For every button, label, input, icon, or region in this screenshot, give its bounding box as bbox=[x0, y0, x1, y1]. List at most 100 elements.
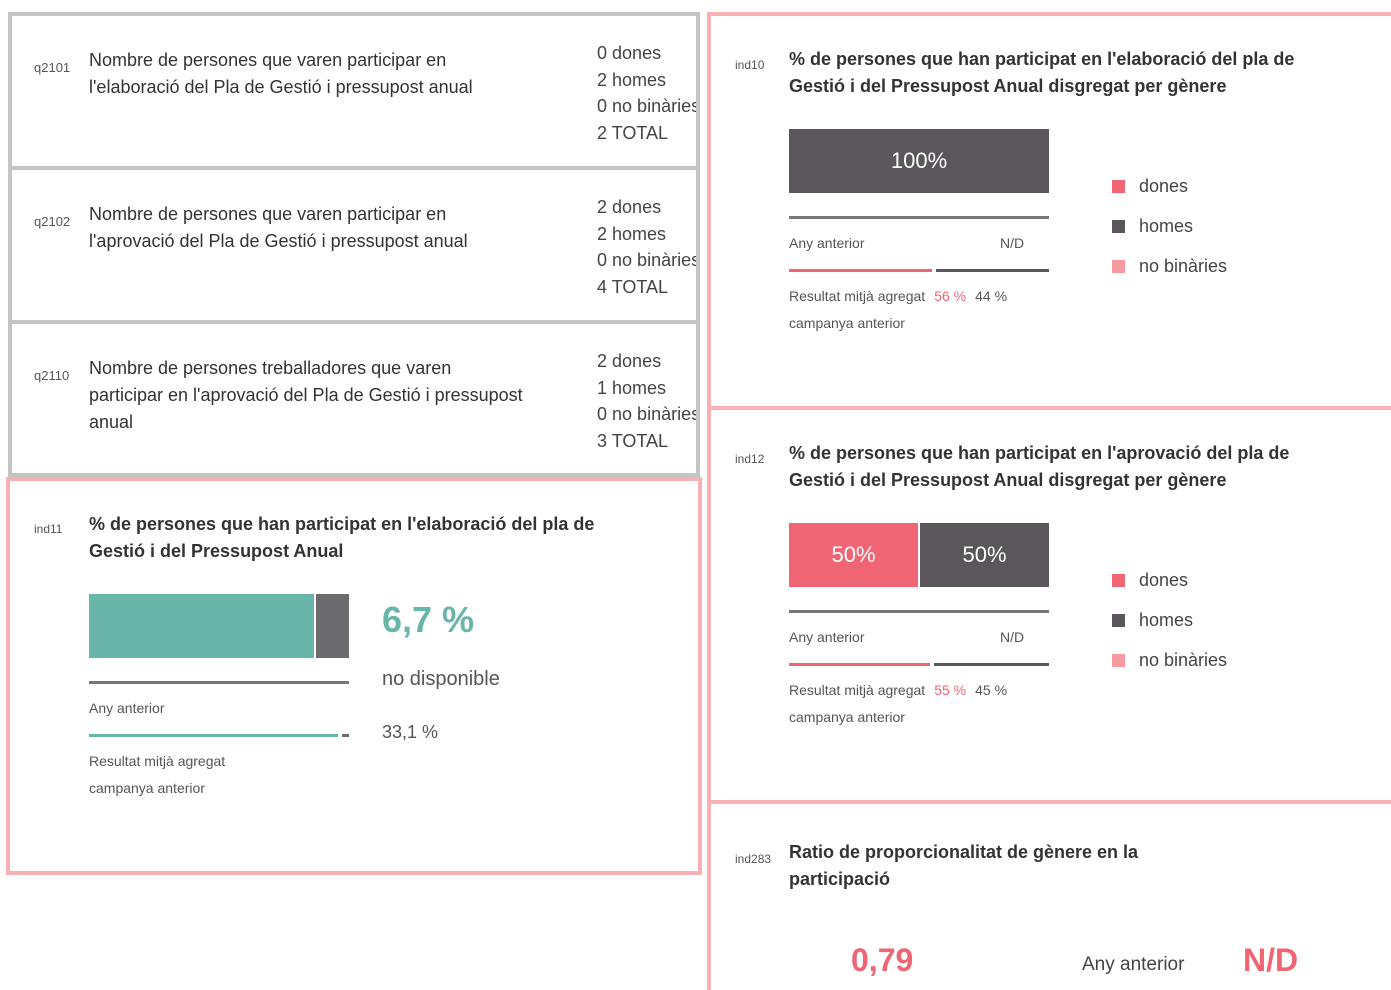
legend-swatch bbox=[1112, 614, 1125, 627]
legend-item: homes bbox=[1112, 216, 1193, 237]
ind11-panel: ind11 % de persones que han participat e… bbox=[6, 477, 702, 875]
count-value: 3 bbox=[597, 430, 608, 451]
legend-label: dones bbox=[1139, 570, 1189, 590]
count-value: 2 bbox=[597, 122, 608, 143]
count-label: TOTAL bbox=[611, 122, 669, 143]
code: ind12 bbox=[735, 452, 765, 466]
label: campanya anterior bbox=[89, 780, 205, 796]
average-segment bbox=[933, 663, 1049, 666]
legend-swatch bbox=[1112, 180, 1125, 193]
count-value: 0 bbox=[597, 96, 608, 117]
count-label: homes bbox=[612, 69, 667, 90]
count-label: no binàries bbox=[612, 404, 700, 425]
average-segment bbox=[789, 663, 930, 666]
average-line bbox=[789, 663, 1049, 666]
average-rest bbox=[341, 734, 349, 737]
code: ind11 bbox=[34, 522, 63, 536]
label: Resultat mitjà agregat bbox=[89, 753, 226, 769]
count-value: 4 bbox=[597, 276, 608, 297]
previous-value: N/D bbox=[1243, 942, 1299, 978]
code: q2102 bbox=[34, 214, 71, 229]
legend-swatch bbox=[1112, 220, 1125, 233]
count-label: no binàries bbox=[612, 96, 700, 117]
legend-label: homes bbox=[1139, 610, 1194, 630]
legend-swatch bbox=[1112, 654, 1125, 667]
label: campanya anterior bbox=[789, 315, 905, 331]
code: q2101 bbox=[34, 60, 71, 75]
previous-value: N/D bbox=[1000, 235, 1025, 251]
legend-item: no binàries bbox=[1112, 256, 1227, 277]
average-segment bbox=[789, 269, 933, 272]
question-panel: q2101 Nombre de persones que varen partic… bbox=[8, 12, 700, 170]
title: % de persones que han participat en l'el… bbox=[89, 514, 595, 561]
value: 0,79 bbox=[851, 942, 914, 978]
title: Ratio de proporcionalitat de gènere en l… bbox=[789, 842, 1139, 889]
average-value: 56 % bbox=[934, 288, 967, 304]
previous-line bbox=[89, 681, 349, 684]
count: 2 TOTAL bbox=[597, 123, 668, 144]
count: 2 homes bbox=[597, 70, 666, 91]
count: 1 homes bbox=[597, 378, 666, 399]
legend-item: homes bbox=[1112, 610, 1193, 631]
legend-swatch bbox=[1112, 260, 1125, 273]
count-value: 1 bbox=[597, 377, 608, 398]
legend-item: dones bbox=[1112, 176, 1188, 197]
average-row: Resultat mitjà agregat 55 % 45 % bbox=[789, 682, 1007, 698]
bar-segment: 100% bbox=[789, 129, 1049, 193]
count-label: homes bbox=[612, 223, 667, 244]
bar-rest bbox=[315, 594, 349, 658]
count-label: dones bbox=[612, 43, 662, 63]
count-label: homes bbox=[612, 377, 667, 398]
legend-item: no binàries bbox=[1112, 650, 1227, 671]
count: 2 dones bbox=[597, 197, 661, 218]
average-line bbox=[89, 734, 349, 737]
count-value: 2 bbox=[597, 69, 608, 90]
label: Any anterior bbox=[789, 235, 865, 251]
status: no disponible bbox=[382, 668, 500, 690]
ind283-panel: ind283 Ratio de proporcionalitat de gène… bbox=[707, 800, 1391, 990]
previous-line bbox=[789, 216, 1049, 219]
average-segment bbox=[89, 734, 338, 737]
count-value: 2 bbox=[597, 197, 608, 217]
value: 6,7 % bbox=[382, 599, 475, 640]
label: Resultat mitjà agregat bbox=[789, 288, 926, 304]
question-panel: q2110 Nombre de persones treballadores qu… bbox=[8, 320, 700, 477]
code: ind283 bbox=[735, 852, 772, 866]
legend-label: homes bbox=[1139, 216, 1194, 236]
label: Any anterior bbox=[1082, 954, 1185, 975]
count-label: no binàries bbox=[612, 250, 700, 271]
average-value: 44 % bbox=[975, 288, 1008, 304]
count-label: TOTAL bbox=[611, 430, 669, 451]
question-panel: q2102 Nombre de persones que varen partic… bbox=[8, 166, 700, 324]
legend-label: no binàries bbox=[1139, 256, 1228, 276]
bar-segment bbox=[89, 594, 314, 658]
count: 0 no binàries bbox=[597, 96, 700, 117]
code: ind10 bbox=[735, 58, 765, 72]
ind10-panel: ind10 % de persones que han participat en… bbox=[707, 12, 1391, 409]
legend-swatch bbox=[1112, 574, 1125, 587]
average-value: 55 % bbox=[934, 682, 967, 698]
count-value: 0 bbox=[597, 250, 608, 271]
bar: 100% bbox=[789, 129, 1049, 193]
previous-line bbox=[789, 610, 1049, 613]
count: 0 no binàries bbox=[597, 250, 700, 271]
title: % de persones que han participat en l'el… bbox=[789, 49, 1295, 96]
label: Any anterior bbox=[89, 700, 165, 716]
count: 2 dones bbox=[597, 351, 661, 372]
bar: 50% 50% bbox=[789, 523, 1049, 587]
average-row: Resultat mitjà agregat 56 % 44 % bbox=[789, 288, 1007, 304]
count-value: 2 bbox=[597, 351, 608, 371]
code: q2110 bbox=[34, 368, 70, 383]
label: Resultat mitjà agregat bbox=[789, 682, 926, 698]
question: Nombre de persones que varen participar … bbox=[89, 204, 468, 251]
count: 3 TOTAL bbox=[597, 431, 668, 452]
count: 0 dones bbox=[597, 43, 661, 64]
question: Nombre de persones que varen participar … bbox=[89, 50, 473, 97]
average-value: 33,1 % bbox=[382, 722, 439, 742]
bar-segment: 50% bbox=[789, 523, 918, 587]
average-line bbox=[789, 269, 1049, 272]
legend-label: no binàries bbox=[1139, 650, 1228, 670]
count: 4 TOTAL bbox=[597, 277, 668, 298]
average-segment bbox=[936, 269, 1049, 272]
